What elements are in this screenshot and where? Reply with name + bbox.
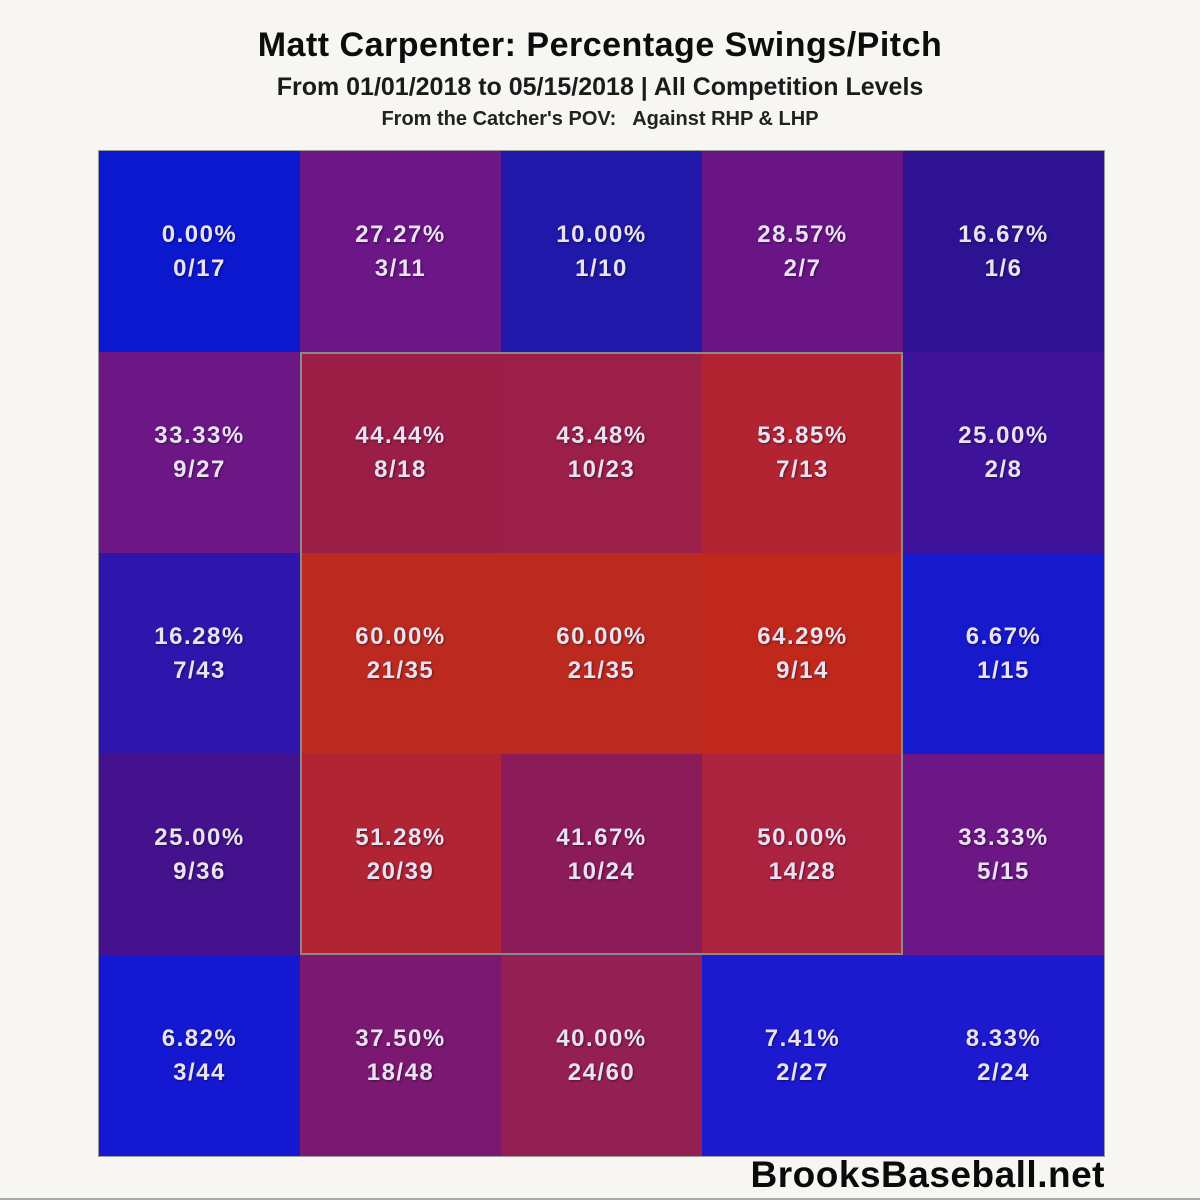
cell-count: 7/43: [173, 656, 226, 684]
cell-percentage: 25.00%: [154, 824, 245, 852]
cell-percentage: 41.67%: [556, 824, 647, 852]
cell-count: 18/48: [366, 1058, 435, 1086]
cell-count: 7/13: [776, 455, 829, 483]
heatmap-cell: 53.85% 7/13: [702, 352, 903, 553]
cell-percentage: 50.00%: [757, 824, 848, 852]
heatmap-cell: 51.28% 20/39: [300, 754, 501, 955]
heatmap-cell: 60.00% 21/35: [501, 553, 702, 754]
cell-count: 10/23: [567, 455, 636, 483]
heatmap-cell: 6.82% 3/44: [99, 955, 300, 1156]
cell-percentage: 40.00%: [556, 1025, 647, 1053]
cell-count: 2/24: [977, 1058, 1030, 1086]
heatmap-cell: 27.27% 3/11: [300, 151, 501, 352]
cell-count: 1/6: [984, 254, 1023, 282]
cell-percentage: 37.50%: [355, 1025, 446, 1053]
heatmap-cell: 0.00% 0/17: [99, 151, 300, 352]
cell-count: 9/14: [776, 656, 829, 684]
cell-count: 9/36: [173, 857, 226, 885]
cell-percentage: 6.67%: [965, 623, 1042, 651]
heatmap-cell: 10.00% 1/10: [501, 151, 702, 352]
cell-count: 0/17: [173, 254, 226, 282]
chart-subtitle: From 01/01/2018 to 05/15/2018 | All Comp…: [276, 73, 924, 101]
cell-percentage: 16.67%: [958, 221, 1049, 249]
cell-percentage: 16.28%: [154, 623, 245, 651]
cell-percentage: 51.28%: [355, 824, 446, 852]
heatmap-cell: 7.41% 2/27: [702, 955, 903, 1156]
heatmap-cell: 25.00% 9/36: [99, 754, 300, 955]
heatmap-cell: 37.50% 18/48: [300, 955, 501, 1156]
cell-count: 3/11: [374, 254, 427, 282]
cell-percentage: 25.00%: [958, 422, 1049, 450]
cell-count: 21/35: [366, 656, 435, 684]
heatmap-cell: 8.33% 2/24: [903, 955, 1104, 1156]
cell-count: 24/60: [567, 1058, 636, 1086]
heatmap-cell: 40.00% 24/60: [501, 955, 702, 1156]
heatmap-cell: 33.33% 5/15: [903, 754, 1104, 955]
cell-percentage: 64.29%: [757, 623, 848, 651]
cell-count: 2/27: [776, 1058, 829, 1086]
chart-header: Matt Carpenter: Percentage Swings/Pitch …: [0, 26, 1200, 131]
cell-percentage: 28.57%: [757, 221, 848, 249]
chart-title: Matt Carpenter: Percentage Swings/Pitch: [257, 26, 943, 64]
heatmap-cell: 28.57% 2/7: [702, 151, 903, 352]
cell-percentage: 60.00%: [355, 623, 446, 651]
cell-percentage: 8.33%: [965, 1025, 1042, 1053]
heatmap: 0.00% 0/17 27.27% 3/11 10.00% 1/10 28.57% 2/7 16…: [98, 150, 1105, 1157]
cell-count: 20/39: [366, 857, 435, 885]
cell-percentage: 33.33%: [958, 824, 1049, 852]
cell-count: 21/35: [567, 656, 636, 684]
cell-count: 9/27: [173, 455, 226, 483]
heatmap-cell: 6.67% 1/15: [903, 553, 1104, 754]
cell-count: 8/18: [374, 455, 427, 483]
cell-percentage: 53.85%: [757, 422, 848, 450]
cell-percentage: 7.41%: [764, 1025, 841, 1053]
heatmap-cell: 25.00% 2/8: [903, 352, 1104, 553]
cell-count: 5/15: [977, 857, 1030, 885]
cell-percentage: 10.00%: [556, 221, 647, 249]
heatmap-cell: 16.67% 1/6: [903, 151, 1104, 352]
heatmap-cell: 33.33% 9/27: [99, 352, 300, 553]
cell-count: 1/10: [575, 254, 628, 282]
cell-percentage: 33.33%: [154, 422, 245, 450]
cell-count: 2/8: [984, 455, 1023, 483]
cell-percentage: 6.82%: [161, 1025, 238, 1053]
cell-count: 2/7: [783, 254, 822, 282]
cell-count: 1/15: [977, 656, 1030, 684]
heatmap-cell: 16.28% 7/43: [99, 553, 300, 754]
chart-pov-line: From the Catcher's POV: Against RHP & LH…: [381, 108, 819, 130]
cell-count: 14/28: [768, 857, 837, 885]
cell-count: 10/24: [567, 857, 636, 885]
heatmap-cell: 60.00% 21/35: [300, 553, 501, 754]
heatmap-cell: 64.29% 9/14: [702, 553, 903, 754]
brand-watermark: BrooksBaseball.net: [750, 1154, 1105, 1195]
cell-percentage: 0.00%: [161, 221, 238, 249]
heatmap-cell: 43.48% 10/23: [501, 352, 702, 553]
heatmap-cell: 44.44% 8/18: [300, 352, 501, 553]
cell-count: 3/44: [173, 1058, 226, 1086]
heatmap-cell: 41.67% 10/24: [501, 754, 702, 955]
cell-percentage: 43.48%: [556, 422, 647, 450]
cell-percentage: 60.00%: [556, 623, 647, 651]
heatmap-cell: 50.00% 14/28: [702, 754, 903, 955]
heatmap-grid: 0.00% 0/17 27.27% 3/11 10.00% 1/10 28.57% 2/7 16…: [99, 151, 1104, 1156]
cell-percentage: 27.27%: [355, 221, 446, 249]
cell-percentage: 44.44%: [355, 422, 446, 450]
